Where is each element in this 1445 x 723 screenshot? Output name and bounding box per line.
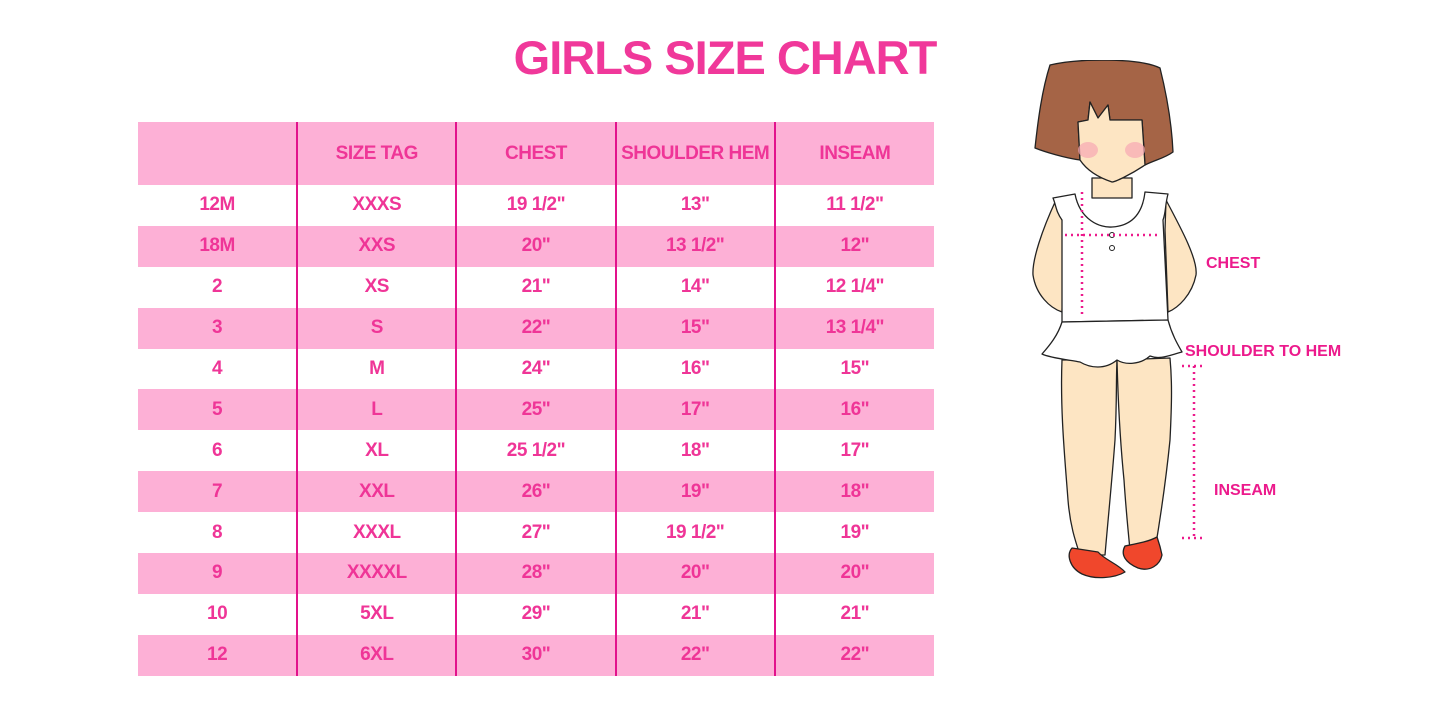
table-cell: XXS — [296, 225, 457, 267]
table-cell: 13 1/2" — [614, 225, 775, 267]
table-cell: XXXXL — [296, 553, 457, 594]
table-row: 9 XXXXL 28" 20" 20" — [138, 553, 934, 594]
table-cell: 12M — [199, 194, 235, 216]
size-chart-table: SIZE TAG CHEST SHOULDER HEM INSEAM 12M XXXS 1… — [138, 122, 934, 676]
right-arm — [1164, 199, 1197, 313]
table-cell: 20" — [614, 553, 775, 594]
table-cell: 4 — [212, 358, 223, 379]
table-cell: 22" — [455, 307, 616, 349]
table-cell: 15" — [614, 307, 775, 349]
girl-figure-icon — [1032, 59, 1202, 579]
column-header: SIZE TAG — [296, 122, 457, 185]
page-title: GIRLS SIZE CHART — [513, 31, 938, 84]
table-row: 18M XXS 20" 13 1/2" 12" — [138, 225, 934, 267]
table-row: 12M XXXS 19 1/2" 13" 11 1/2" — [138, 185, 934, 226]
right-shoe — [1122, 536, 1163, 570]
column-header: SHOULDER HEM — [614, 122, 775, 185]
table-cell: 21" — [773, 593, 934, 635]
face — [1077, 101, 1146, 183]
table-cell: 19" — [773, 512, 934, 554]
table-cell: 25 1/2" — [455, 430, 616, 472]
table-cell: XL — [296, 430, 457, 472]
table-row: 4 M 24" 16" 15" — [138, 348, 934, 390]
table-cell: 15" — [773, 348, 934, 390]
table-cell: 29" — [455, 593, 616, 635]
table-cell: XXXS — [296, 185, 457, 226]
shoulder-to-hem-label: SHOULDER TO HEM — [1185, 343, 1342, 360]
skirt — [1041, 319, 1183, 368]
table-cell: 3 — [212, 317, 223, 339]
table-cell: 22" — [614, 634, 775, 676]
table-cell: 12 1/4" — [773, 266, 934, 308]
column-header: CHEST — [455, 122, 616, 185]
table-cell: 20" — [773, 553, 934, 594]
table-cell: 19" — [614, 471, 775, 513]
table-cell: 9 — [212, 562, 223, 584]
left-arm — [1032, 199, 1066, 313]
column-header — [138, 122, 297, 185]
table-cell: 30" — [455, 634, 616, 676]
table-row: 2 XS 21" 14" 12 1/4" — [138, 266, 934, 308]
table-cell: 19 1/2" — [614, 512, 775, 554]
right-leg — [1116, 357, 1173, 551]
table-cell: 13 1/4" — [773, 307, 934, 349]
table-cell: 25" — [455, 389, 616, 431]
left-shoe — [1068, 547, 1126, 579]
table-cell: 2 — [212, 276, 223, 298]
table-row: 3 S 22" 15" 13 1/4" — [138, 307, 934, 349]
hair — [1034, 59, 1174, 166]
table-cell: L — [296, 389, 457, 431]
table-row: 7 XXL 26" 19" 18" — [138, 471, 934, 513]
table-cell: 18" — [614, 430, 775, 472]
table-cell: 6 — [212, 439, 223, 461]
table-cell: 21" — [455, 266, 616, 308]
table-cell: 12 — [207, 644, 228, 666]
table-row: 8 XXXL 27" 19 1/2" 19" — [138, 512, 934, 554]
table-cell: 16" — [614, 348, 775, 390]
table-cell: 10 — [207, 603, 228, 625]
table-cell: 17" — [614, 389, 775, 431]
table-cell: 13" — [614, 185, 775, 226]
table-cell: 21" — [614, 593, 775, 635]
table-cell: 14" — [614, 266, 775, 308]
table-cell: 24" — [455, 348, 616, 390]
column-header: INSEAM — [773, 122, 934, 185]
table-row: 6 XL 25 1/2" 18" 17" — [138, 430, 934, 472]
table-cell: 5 — [212, 398, 223, 420]
table-cell: 8 — [212, 521, 223, 543]
table-header-row: SIZE TAG CHEST SHOULDER HEM INSEAM — [138, 122, 934, 185]
table-cell: 18M — [199, 235, 235, 257]
table-cell: 6XL — [296, 634, 457, 676]
table-cell: XXXL — [296, 512, 457, 554]
table-cell: XXL — [296, 471, 457, 513]
table-cell: S — [296, 307, 457, 349]
table-cell: 5XL — [296, 593, 457, 635]
table-cell: 11 1/2" — [773, 185, 934, 226]
girl-measurement-illustration — [1020, 59, 1380, 670]
table-cell: 20" — [455, 225, 616, 267]
table-cell: 12" — [773, 225, 934, 267]
inseam-label: INSEAM — [1214, 482, 1277, 499]
table-cell: M — [296, 348, 457, 390]
table-cell: 27" — [455, 512, 616, 554]
table-row: 5 L 25" 17" 16" — [138, 389, 934, 431]
table-cell: 28" — [455, 553, 616, 594]
table-cell: 22" — [773, 634, 934, 676]
table-cell: 17" — [773, 430, 934, 472]
table-cell: XS — [296, 266, 457, 308]
shirt — [1052, 191, 1169, 323]
table-cell: 18" — [773, 471, 934, 513]
table-row: 10 5XL 29" 21" 21" — [138, 593, 934, 635]
table-cell: 26" — [455, 471, 616, 513]
left-leg — [1060, 359, 1118, 556]
table-cell: 19 1/2" — [455, 185, 616, 226]
table-row: 12 6XL 30" 22" 22" — [138, 634, 934, 676]
chest-label: CHEST — [1206, 255, 1261, 272]
table-cell: 7 — [212, 480, 223, 502]
table-cell: 16" — [773, 389, 934, 431]
